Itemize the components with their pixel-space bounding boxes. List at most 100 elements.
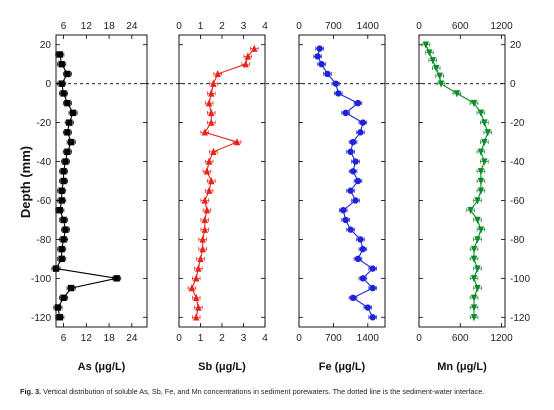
data-point — [67, 138, 75, 146]
data-point — [201, 128, 208, 136]
data-point — [352, 197, 359, 204]
x-tick-label-bottom: 0 — [296, 333, 302, 344]
data-point — [58, 80, 65, 87]
data-point — [195, 303, 202, 311]
x-axis-label: Sb (μg/L) — [198, 361, 246, 373]
data-point — [199, 245, 206, 253]
x-tick-label-top: 3 — [241, 21, 247, 32]
x-tick-label-top: 24 — [126, 21, 138, 32]
data-point — [316, 45, 323, 52]
panel-0: 6 6 12 12 18 18 24 24 20 0 -20 -40 -60 -80 -100 -120 As … — [31, 21, 148, 373]
data-point — [357, 236, 364, 243]
y-tick-label-left: -100 — [31, 274, 51, 285]
x-tick-label-top: 600 — [452, 21, 469, 32]
x-tick-label-bottom: 18 — [104, 333, 116, 344]
data-point — [470, 245, 478, 254]
data-point — [354, 255, 362, 263]
data-point — [58, 255, 65, 263]
y-tick-label-right: -20 — [510, 118, 525, 129]
data-point — [437, 80, 445, 88]
data-point — [477, 148, 485, 156]
y-tick-label-left: 20 — [40, 40, 52, 51]
x-tick-label-top: 12 — [81, 21, 93, 32]
x-tick-label-top: 4 — [262, 21, 268, 32]
panels-group: 66121218182424200-20-40-60-80-100-120As … — [31, 21, 530, 373]
x-tick-label-bottom: 12 — [81, 333, 93, 344]
x-axis-label: As (μg/L) — [78, 361, 126, 373]
data-point — [433, 64, 440, 73]
data-point — [56, 207, 63, 214]
data-point — [467, 207, 474, 215]
data-point — [60, 177, 67, 185]
data-point — [429, 57, 436, 65]
data-point — [347, 148, 354, 155]
data-point — [481, 138, 488, 147]
x-tick-label-top: 700 — [325, 21, 342, 32]
x-tick-label-top: 18 — [104, 21, 116, 32]
data-point — [52, 265, 60, 272]
data-point — [60, 236, 67, 243]
data-point — [58, 197, 65, 204]
data-point — [349, 294, 357, 301]
data-point — [474, 197, 481, 205]
data-point — [470, 294, 478, 302]
data-point — [484, 129, 491, 137]
x-tick-label-top: 1 — [198, 21, 204, 32]
data-point — [201, 215, 208, 224]
x-tick-label-top: 0 — [296, 21, 302, 32]
data-point — [470, 99, 478, 108]
data-point — [324, 70, 331, 78]
data-point — [193, 274, 200, 282]
data-point — [62, 226, 69, 233]
data-point — [470, 275, 478, 283]
data-point — [474, 236, 481, 244]
data-point — [58, 187, 65, 194]
data-point — [56, 314, 63, 321]
data-point — [54, 304, 62, 311]
data-point — [474, 284, 481, 293]
data-point — [233, 138, 241, 146]
data-point — [453, 90, 461, 98]
data-point — [205, 99, 213, 107]
data-point — [347, 226, 354, 233]
data-point — [477, 187, 485, 195]
panel-frame — [298, 34, 386, 328]
data-point — [369, 314, 376, 321]
data-point — [64, 148, 71, 155]
x-tick-label-bottom: 24 — [126, 333, 138, 344]
data-point — [214, 69, 221, 78]
data-point — [436, 72, 443, 80]
data-point — [477, 109, 485, 117]
data-point — [60, 168, 67, 175]
data-point — [481, 158, 488, 166]
data-point — [69, 109, 77, 117]
x-tick-label-top: 2 — [219, 21, 225, 32]
x-tick-label-top: 1200 — [490, 21, 513, 32]
x-tick-label-bottom: 0 — [416, 333, 422, 344]
x-axis-label: Mn (μg/L) — [437, 361, 487, 373]
x-tick-label-top: 6 — [61, 21, 67, 32]
x-tick-label-bottom: 1200 — [490, 333, 513, 344]
panel-frame — [418, 34, 506, 328]
x-tick-label-bottom: 3 — [241, 333, 247, 344]
data-point — [193, 313, 200, 321]
data-point — [359, 245, 367, 253]
data-point — [342, 109, 349, 117]
data-point — [481, 119, 488, 127]
data-point — [208, 89, 215, 97]
figure-caption: Fig. 3. Vertical distribution of soluble… — [20, 387, 540, 396]
panel-frame — [178, 34, 266, 328]
y-tick-label-left: 0 — [45, 79, 51, 90]
data-point — [62, 158, 69, 165]
panel-3: 0 0 600 600 1200 1200 20 0 -20 -40 -60 -80 -100 -120 M… — [416, 21, 530, 373]
y-tick-label-left: -60 — [37, 196, 52, 207]
x-tick-label-bottom: 1400 — [357, 333, 380, 344]
caption-label: Fig. 3. — [20, 387, 42, 396]
data-point — [188, 284, 196, 292]
caption-text: Vertical distribution of soluble As, Sb,… — [41, 387, 485, 396]
x-tick-label-bottom: 2 — [219, 333, 225, 344]
data-point — [470, 255, 478, 263]
data-point — [210, 147, 217, 155]
data-point — [244, 52, 251, 60]
data-point — [354, 177, 362, 185]
